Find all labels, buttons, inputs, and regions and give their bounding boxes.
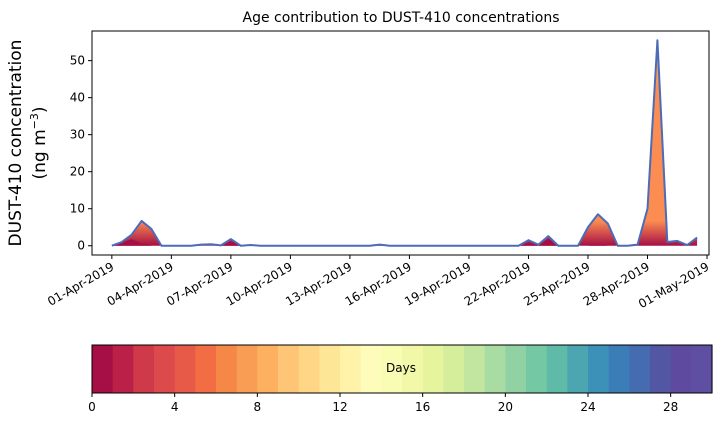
colorbar-bin [670, 345, 692, 393]
y-tick-label: 0 [77, 239, 85, 253]
colorbar-bin [381, 345, 403, 393]
x-tick-label: 22-Apr-2019 [462, 259, 533, 308]
colorbar-frame [91, 344, 713, 394]
colorbar-bin [402, 345, 424, 393]
y-tick-label: 20 [70, 165, 85, 179]
colorbar-bin [154, 345, 176, 393]
y-axis-label: DUST-410 concentration (ng m−3) [6, 40, 50, 247]
colorbar-bin [92, 345, 114, 393]
colorbar-bin [195, 345, 217, 393]
colorbar-bin [505, 345, 527, 393]
colorbar-bin [360, 345, 382, 393]
colorbar [91, 344, 713, 394]
colorbar-tick-label: 16 [415, 400, 430, 414]
colorbar-bin [133, 345, 155, 393]
y-tick-label: 40 [70, 91, 85, 105]
colorbar-bin [340, 345, 362, 393]
series-total-line [111, 39, 698, 247]
colorbar-tick-label: 12 [332, 400, 347, 414]
colorbar-tick-label: 8 [254, 400, 262, 414]
series-total-area [111, 40, 698, 246]
colorbar-bin [484, 345, 506, 393]
x-axis: 01-Apr-201904-Apr-201907-Apr-201910-Apr-… [45, 255, 712, 311]
x-tick-label: 01-Apr-2019 [45, 259, 116, 308]
y-axis: 0 10 20 30 40 50 [70, 54, 92, 253]
colorbar-bin [298, 345, 320, 393]
x-tick-label: 04-Apr-2019 [105, 259, 176, 308]
colorbar-bin [112, 345, 134, 393]
colorbar-tick-label: 0 [88, 400, 96, 414]
colorbar-tick-label: 4 [171, 400, 179, 414]
y-tick-label: 50 [70, 54, 85, 68]
colorbar-bin [526, 345, 548, 393]
x-tick-label: 16-Apr-2019 [343, 259, 414, 308]
y-axis-label-line1: DUST-410 concentration [6, 40, 26, 247]
colorbar-bin [422, 345, 444, 393]
colorbar-bin [257, 345, 279, 393]
colorbar-bin [588, 345, 610, 393]
colorbar-tick-label: 20 [498, 400, 513, 414]
colorbar-bin [216, 345, 238, 393]
colorbar-tick-label: 24 [580, 400, 595, 414]
x-tick-label: 25-Apr-2019 [521, 259, 592, 308]
x-tick-label: 10-Apr-2019 [224, 259, 295, 308]
x-tick-label: 07-Apr-2019 [164, 259, 235, 308]
series-young-area [111, 238, 698, 246]
colorbar-tick-label: 28 [663, 400, 678, 414]
colorbar-bin [691, 345, 713, 393]
y-axis-label-unit-base: (ng m [30, 129, 50, 179]
colorbar-bin [278, 345, 300, 393]
colorbar-bin [464, 345, 486, 393]
colorbar-bin [174, 345, 196, 393]
colorbar-bin [629, 345, 651, 393]
y-axis-label-unit-sup: −3 [28, 113, 41, 129]
y-tick-label: 10 [70, 202, 85, 216]
colorbar-bin [567, 345, 589, 393]
colorbar-bin [608, 345, 630, 393]
colorbar-bin [546, 345, 568, 393]
plot-area [111, 39, 698, 247]
plot-frame [91, 30, 710, 256]
y-tick-label: 30 [70, 128, 85, 142]
colorbar-bin [236, 345, 258, 393]
x-tick-label: 19-Apr-2019 [402, 259, 473, 308]
y-axis-label-unit-close: ) [30, 106, 50, 113]
colorbar-bin [650, 345, 672, 393]
x-tick-label: 13-Apr-2019 [283, 259, 354, 308]
chart-title: Age contribution to DUST-410 concentrati… [243, 10, 560, 26]
colorbar-bin [443, 345, 465, 393]
colorbar-bin [319, 345, 341, 393]
y-axis-label-unit: (ng m−3) [28, 106, 50, 179]
colorbar-ticks: 0 4 8 12 16 20 24 28 [88, 393, 678, 414]
colorbar-label: Days [386, 361, 416, 375]
